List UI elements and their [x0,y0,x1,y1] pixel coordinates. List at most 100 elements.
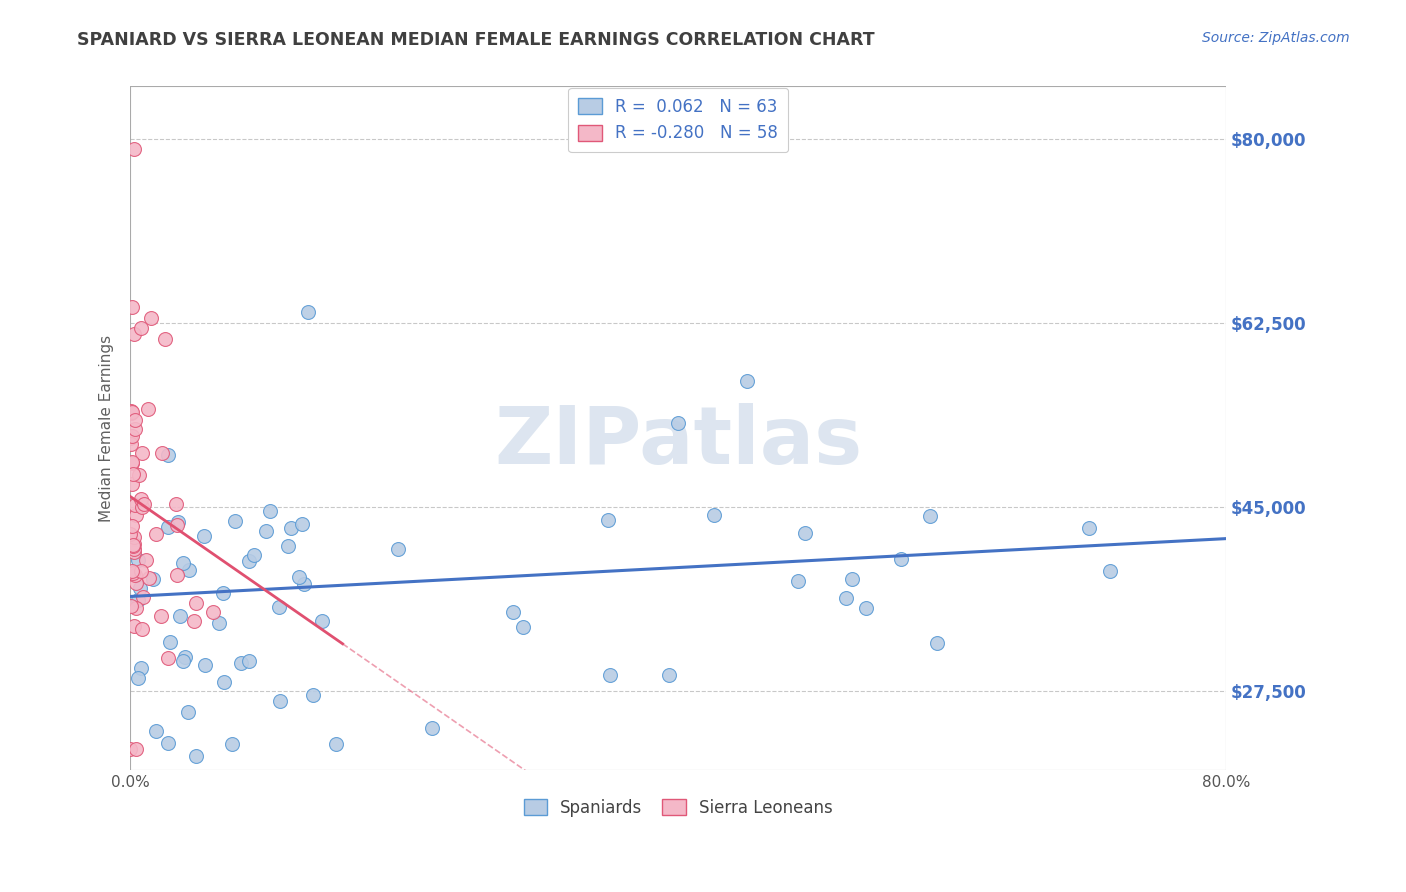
Point [121,467,143,481]
Point [502,605,524,619]
Point [277,539,299,553]
Point [890,552,912,566]
Point [120,431,142,445]
Point [165,497,187,511]
Point [120,406,142,420]
Point [238,654,260,668]
Point [172,654,194,668]
Point [1098,564,1121,578]
Point [238,553,260,567]
Point [122,566,145,580]
Point [142,572,165,586]
Point [121,405,143,419]
Point [177,705,200,719]
Point [194,658,217,673]
Point [229,656,252,670]
Point [153,332,176,346]
Point [786,574,808,588]
Point [835,591,858,605]
Point [735,374,758,388]
Point [127,593,149,607]
Point [157,448,180,462]
Point [173,650,195,665]
Point [186,749,208,764]
Point [512,620,534,634]
Point [925,636,948,650]
Point [291,516,314,531]
Point [120,599,142,614]
Text: Source: ZipAtlas.com: Source: ZipAtlas.com [1202,31,1350,45]
Point [254,524,277,538]
Point [150,445,173,459]
Point [122,541,145,556]
Point [129,661,152,675]
Point [325,737,347,751]
Point [129,321,152,335]
Point [122,536,145,550]
Point [156,651,179,665]
Point [201,605,224,619]
Point [138,571,160,585]
Point [157,520,180,534]
Point [292,577,315,591]
Point [703,508,725,523]
Point [269,599,291,614]
Point [793,525,815,540]
Point [121,428,143,442]
Point [212,585,235,599]
Point [177,564,200,578]
Point [145,724,167,739]
Point [136,401,159,416]
Point [127,671,149,685]
Point [224,514,246,528]
Point [159,635,181,649]
Point [129,492,152,507]
Point [124,413,146,427]
Point [121,519,143,533]
Point [121,565,143,579]
Point [120,437,142,451]
Point [1077,521,1099,535]
Point [920,509,942,524]
Y-axis label: Median Female Earnings: Median Female Earnings [100,334,114,522]
Point [124,619,146,633]
Point [120,527,142,541]
Point [122,539,145,553]
Point [666,416,689,430]
Legend: Spaniards, Sierra Leoneans: Spaniards, Sierra Leoneans [517,792,839,823]
Text: ZIPatlas: ZIPatlas [494,403,862,481]
Point [166,516,188,530]
Point [658,668,681,682]
Point [127,552,149,566]
Point [855,600,877,615]
Point [131,623,153,637]
Point [124,576,146,591]
Point [124,143,146,157]
Point [121,456,143,470]
Point [183,614,205,628]
Point [135,553,157,567]
Point [311,614,333,628]
Point [297,305,319,319]
Point [166,517,188,532]
Point [212,675,235,690]
Point [121,300,143,314]
Point [122,530,145,544]
Point [124,568,146,582]
Point [120,404,142,418]
Point [122,537,145,551]
Text: SPANIARD VS SIERRA LEONEAN MEDIAN FEMALE EARNINGS CORRELATION CHART: SPANIARD VS SIERRA LEONEAN MEDIAN FEMALE… [77,31,875,49]
Point [121,476,143,491]
Point [131,590,153,604]
Point [596,513,619,527]
Point [124,422,146,436]
Point [387,542,409,557]
Point [259,504,281,518]
Point [157,736,180,750]
Point [193,528,215,542]
Point [420,721,443,735]
Point [208,615,231,630]
Point [841,572,863,586]
Point [269,694,291,708]
Point [122,545,145,559]
